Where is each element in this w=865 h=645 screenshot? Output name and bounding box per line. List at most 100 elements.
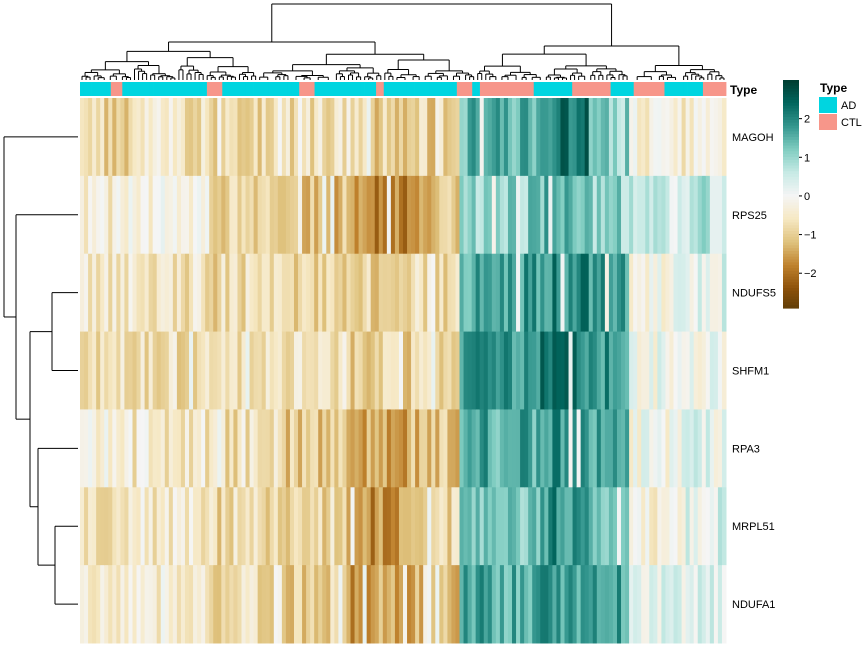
heatmap-cell: [483, 98, 489, 177]
annotation-cell: [222, 82, 227, 96]
heatmap-cell: [152, 175, 158, 255]
heatmap-cell: [580, 98, 586, 177]
heatmap-cell: [625, 565, 630, 644]
heatmap-cell: [322, 98, 327, 177]
heatmap-cell: [104, 487, 109, 566]
heatmap-cell: [479, 98, 485, 177]
heatmap-cell: [487, 175, 493, 255]
heatmap-cell: [677, 253, 683, 333]
annotation-cell: [710, 82, 715, 96]
heatmap-cell: [334, 253, 339, 333]
heatmap-cell: [148, 409, 154, 488]
heatmap-cell: [689, 409, 695, 488]
heatmap-cell: [233, 253, 238, 333]
annotation-cell: [114, 82, 119, 96]
heatmap-cell: [285, 175, 291, 255]
heatmap-cell: [390, 487, 396, 566]
annotation-cell: [618, 82, 623, 96]
heatmap-cell: [685, 409, 691, 488]
heatmap-cell: [467, 98, 473, 177]
heatmap-cell: [148, 175, 154, 255]
heatmap-cell: [709, 487, 715, 566]
annotation-cell: [629, 82, 635, 96]
annotation-cell: [595, 82, 600, 96]
heatmap-cell: [160, 331, 166, 410]
annotation-cell: [360, 82, 365, 96]
heatmap-cell: [201, 253, 206, 333]
annotation-cell: [95, 82, 100, 96]
heatmap-cell: [536, 487, 541, 566]
heatmap-cell: [354, 487, 360, 566]
heatmap-cell: [289, 253, 295, 333]
heatmap-cell: [209, 253, 214, 333]
heatmap-cell: [552, 98, 557, 177]
heatmap-cell: [495, 487, 501, 566]
heatmap-cell: [233, 565, 238, 644]
heatmap-cell: [608, 565, 614, 644]
heatmap-cell: [342, 253, 347, 333]
heatmap-cell: [302, 565, 307, 644]
annotation-cell: [268, 82, 273, 96]
heatmap-cell: [487, 565, 493, 644]
heatmap-cell: [520, 565, 525, 644]
heatmap-cell: [645, 409, 650, 488]
heatmap-cell: [447, 175, 452, 255]
heatmap-cell: [709, 98, 715, 177]
heatmap-cell: [641, 487, 646, 566]
annotation-cell: [576, 82, 581, 96]
heatmap-cell: [621, 487, 626, 566]
heatmap-cell: [693, 253, 699, 333]
heatmap-cell: [459, 175, 465, 255]
color-scale-swatch: [783, 302, 799, 306]
heatmap-cell: [604, 487, 610, 566]
heatmap-cell: [144, 98, 150, 177]
heatmap-cell: [645, 98, 650, 177]
heatmap-cell: [479, 253, 485, 333]
heatmap-cell: [544, 98, 549, 177]
heatmap-cell: [540, 409, 545, 488]
heatmap-cell: [717, 331, 723, 410]
heatmap-cell: [156, 253, 162, 333]
heatmap-cell: [439, 565, 444, 644]
heatmap-cell: [584, 175, 590, 255]
heatmap-cell: [503, 331, 509, 410]
heatmap-cell: [439, 409, 444, 488]
heatmap-cell: [629, 253, 634, 333]
heatmap-cell: [689, 331, 695, 410]
heatmap-cell: [463, 175, 469, 255]
row-label: MAGOH: [732, 132, 774, 144]
annotation-cell: [203, 82, 208, 96]
heatmap-cell: [625, 331, 630, 410]
color-scale-swatch: [783, 165, 799, 169]
heatmap-cell: [407, 98, 412, 177]
color-scale-swatch: [783, 290, 799, 295]
annotation-cell: [633, 82, 638, 96]
heatmap-cell: [88, 253, 93, 333]
heatmap-cell: [544, 487, 549, 566]
heatmap-cell: [237, 331, 242, 410]
heatmap-cell: [310, 331, 315, 410]
heatmap-cell: [285, 331, 291, 410]
color-scale-swatch: [783, 211, 799, 215]
heatmap-cell: [120, 98, 125, 177]
heatmap-cell: [576, 487, 582, 566]
heatmap-cell: [164, 409, 170, 488]
heatmap-cell: [471, 565, 477, 644]
heatmap-cell: [112, 98, 117, 177]
heatmap-cell: [265, 565, 271, 644]
heatmap-cell: [382, 409, 388, 488]
heatmap-cell: [463, 331, 469, 410]
heatmap-cell: [403, 331, 408, 410]
heatmap-cell: [176, 331, 182, 410]
heatmap-cell: [540, 253, 545, 333]
heatmap-cell: [516, 409, 521, 488]
heatmap-cell: [423, 175, 428, 255]
heatmap-cell: [403, 253, 408, 333]
heatmap-cell: [548, 253, 553, 333]
heatmap-cell: [140, 98, 146, 177]
heatmap-cell: [358, 409, 364, 488]
heatmap-cell: [330, 487, 335, 566]
heatmap-cell: [507, 98, 513, 177]
heatmap-cell: [293, 565, 299, 644]
heatmap-cell: [499, 409, 505, 488]
